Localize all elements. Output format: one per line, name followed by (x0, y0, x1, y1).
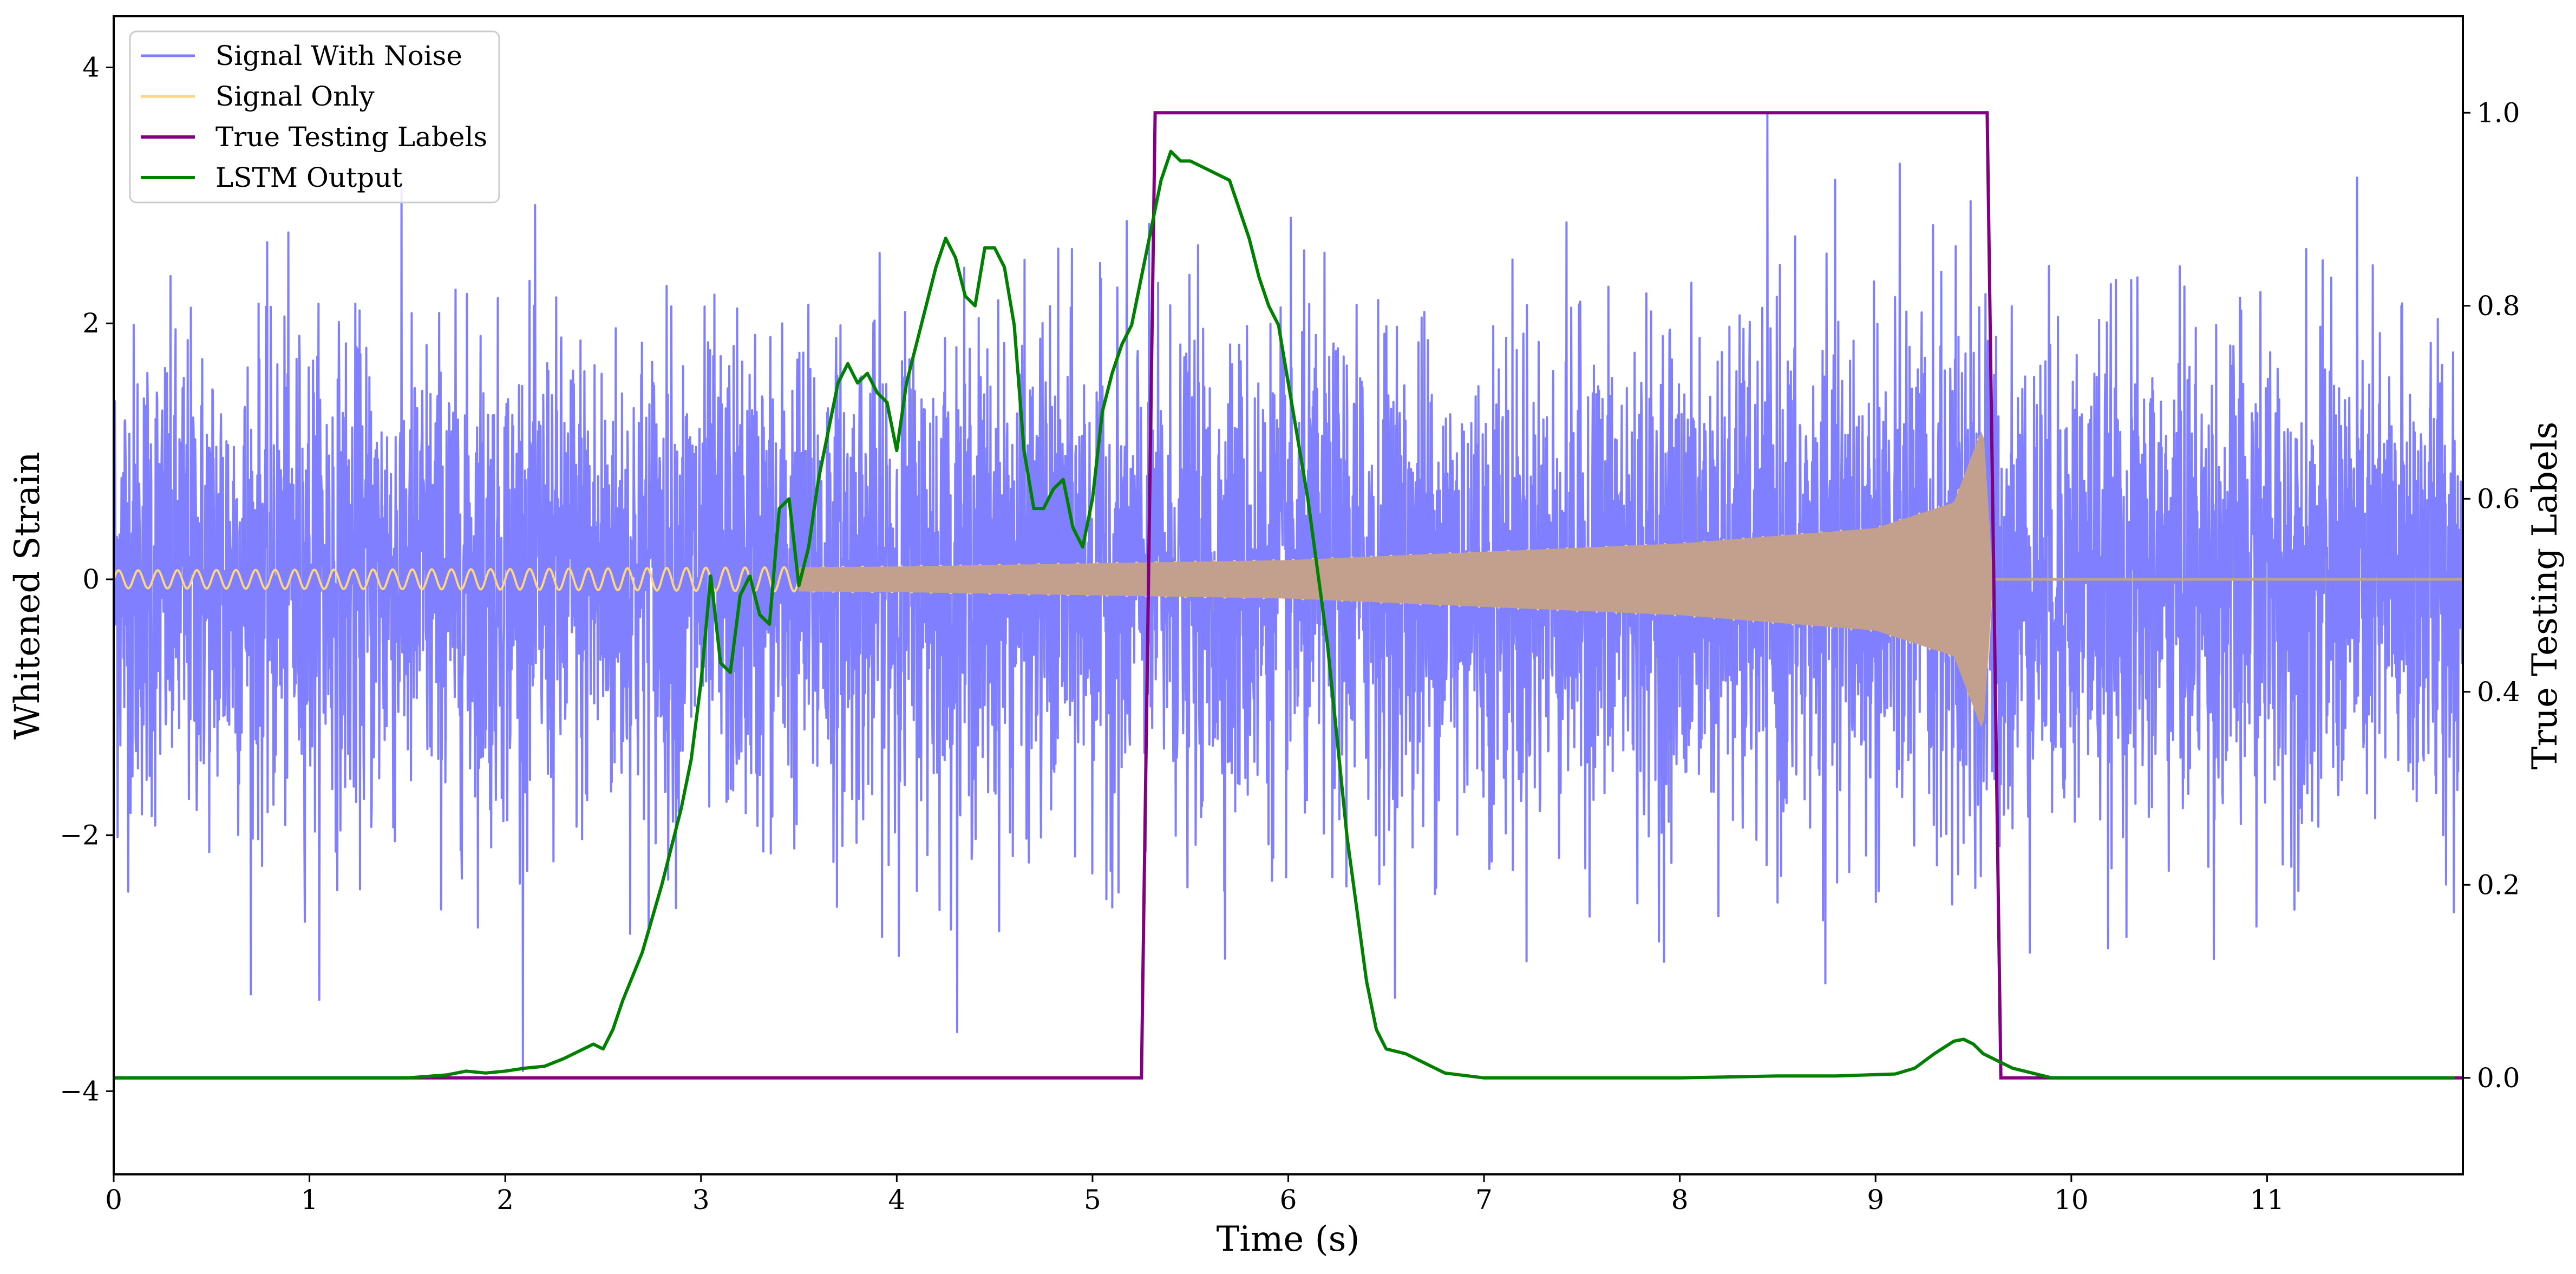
x-tick-label: 1 (301, 1184, 318, 1216)
y-right-tick-label: 0.0 (2477, 1062, 2520, 1094)
y-left-tick-label: −2 (60, 820, 100, 851)
legend-label-signal-only: Signal Only (215, 81, 375, 112)
y-left-tick-label: −4 (60, 1075, 100, 1107)
x-tick-label: 2 (496, 1184, 514, 1216)
y-axis-right-title: True Testing Labels (2525, 422, 2565, 770)
plot-area (114, 111, 2463, 1080)
lstm-output-line (114, 149, 2455, 1080)
legend-box (129, 30, 500, 204)
legend-label-signal-with-noise: Signal With Noise (215, 40, 462, 71)
legend-label-lstm-output: LSTM Output (215, 162, 402, 193)
legend: Signal With Noise Signal Only True Testi… (129, 30, 500, 204)
x-axis: 0 1 2 3 4 5 6 7 8 9 10 11 (105, 1174, 2284, 1216)
x-tick-label: 10 (2054, 1184, 2089, 1216)
x-axis-title: Time (s) (1217, 1219, 1360, 1259)
x-tick-label: 3 (692, 1184, 710, 1216)
y-right-tick-label: 0.6 (2477, 483, 2520, 514)
x-tick-label: 5 (1084, 1184, 1101, 1216)
y-right-tick-label: 0.2 (2477, 869, 2520, 900)
x-tick-label: 11 (2250, 1184, 2285, 1216)
x-tick-label: 8 (1671, 1184, 1689, 1216)
legend-label-true-testing-labels: True Testing Labels (215, 121, 487, 153)
y-left-tick-label: 4 (82, 52, 100, 83)
signal-with-noise-line (114, 113, 2463, 1072)
x-tick-label: 9 (1867, 1184, 1884, 1216)
y-right-tick-label: 0.4 (2477, 676, 2520, 708)
y-left-tick-label: 2 (82, 308, 100, 339)
signal-noise-overlap (799, 431, 1993, 728)
y-right-tick-label: 0.8 (2477, 290, 2520, 322)
y-axis-right: 0.0 0.2 0.4 0.6 0.8 1.0 (2463, 97, 2520, 1094)
y-axis-left: −4 −2 0 2 4 (60, 52, 114, 1107)
x-tick-label: 4 (888, 1184, 905, 1216)
x-tick-label: 6 (1280, 1184, 1297, 1216)
x-tick-label: 7 (1475, 1184, 1493, 1216)
y-axis-left-title: Whitened Strain (8, 452, 48, 739)
y-left-tick-label: 0 (82, 564, 100, 595)
y-right-tick-label: 1.0 (2477, 97, 2520, 128)
x-tick-label: 0 (105, 1184, 122, 1216)
